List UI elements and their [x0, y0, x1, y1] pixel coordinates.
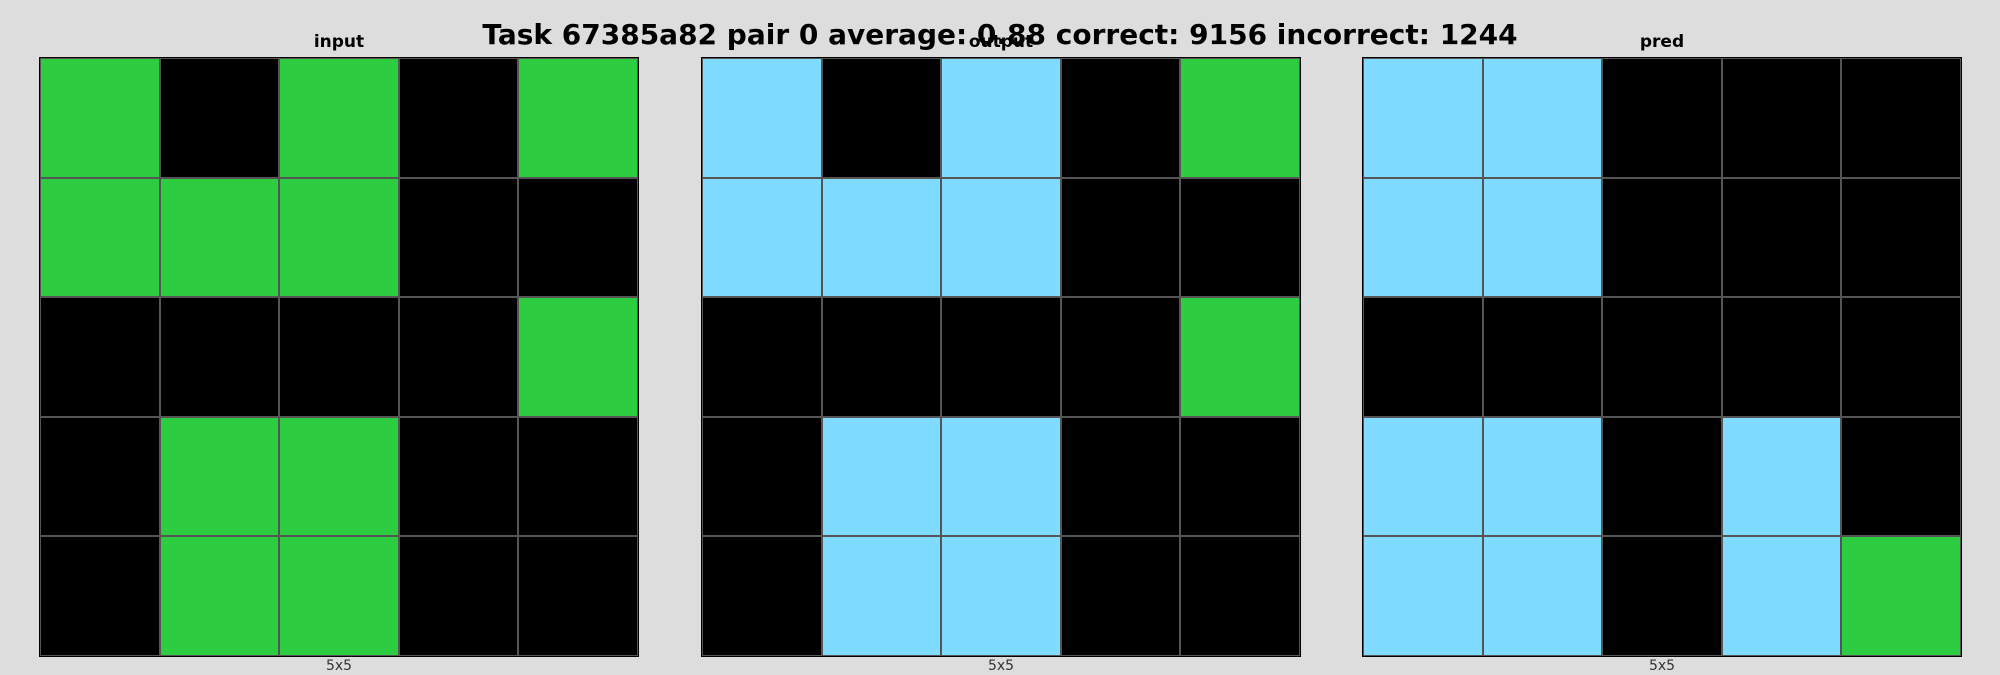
grid-cell-input-r1-c0: [40, 177, 160, 298]
grid-cell-output-r3-c0: [702, 416, 822, 537]
grid-size-label-pred: 5x5: [1648, 658, 1676, 674]
grid-cell-pred-r4-c0: [1363, 536, 1483, 656]
grid-cell-pred-r2-c4: [1841, 297, 1961, 417]
grid-cell-input-r2-c1: [159, 297, 280, 417]
page-title: Task 67385a82 pair 0 average: 0.88 corre…: [482, 18, 1518, 51]
grid-cell-output-r2-c2: [941, 297, 1061, 417]
grid-cell-pred-r2-c0: [1363, 297, 1483, 417]
grid-cell-pred-r1-c4: [1841, 177, 1961, 298]
grid-cell-pred-r3-c3: [1721, 416, 1842, 537]
grid-pred: [1362, 57, 1962, 657]
grid-cell-output-r1-c3: [1060, 177, 1181, 298]
grid-cell-pred-r0-c2: [1602, 58, 1722, 178]
grid-cell-input-r4-c1: [159, 536, 280, 656]
grid-cell-input-r4-c4: [518, 536, 638, 656]
grid-cell-pred-r3-c4: [1841, 416, 1961, 537]
grid-cell-output-r1-c2: [941, 177, 1061, 298]
grid-cell-input-r4-c2: [279, 536, 399, 656]
grid-cell-output-r2-c3: [1060, 297, 1181, 417]
grid-cell-input-r0-c4: [518, 58, 638, 178]
grid-cell-output-r2-c0: [702, 297, 822, 417]
grid-size-label-output: 5x5: [987, 658, 1015, 674]
grid-cell-output-r4-c4: [1180, 536, 1300, 656]
grid-cell-output-r0-c2: [941, 58, 1061, 178]
grid-cell-input-r3-c4: [518, 416, 638, 537]
panel-output: output 5x5: [701, 0, 1301, 674]
grid-cell-pred-r4-c4: [1841, 536, 1961, 656]
panel-title-input: input: [313, 32, 365, 52]
grid-cell-output-r4-c2: [941, 536, 1061, 656]
grid-input: [39, 57, 639, 657]
grid-cell-pred-r3-c0: [1363, 416, 1483, 537]
grid-cell-input-r0-c3: [398, 58, 519, 178]
grid-cell-output-r1-c0: [702, 177, 822, 298]
grid-cell-input-r2-c4: [518, 297, 638, 417]
grid-cell-input-r3-c0: [40, 416, 160, 537]
grid-cell-pred-r2-c3: [1721, 297, 1842, 417]
grid-cell-pred-r1-c0: [1363, 177, 1483, 298]
grid-cell-input-r0-c1: [159, 58, 280, 178]
panel-title-pred: pred: [1639, 32, 1685, 52]
grid-cell-input-r4-c3: [398, 536, 519, 656]
panel-pred: pred 5x5: [1362, 0, 1962, 674]
grid-cell-pred-r1-c3: [1721, 177, 1842, 298]
grid-cell-pred-r4-c3: [1721, 536, 1842, 656]
grid-cell-pred-r1-c1: [1482, 177, 1603, 298]
grid-cell-output-r2-c1: [821, 297, 942, 417]
panel-title-output: output: [968, 32, 1034, 52]
grid-cell-output-r3-c4: [1180, 416, 1300, 537]
grid-cell-output-r3-c2: [941, 416, 1061, 537]
grid-cell-pred-r2-c2: [1602, 297, 1722, 417]
grid-cell-output-r4-c3: [1060, 536, 1181, 656]
grid-cell-output-r0-c0: [702, 58, 822, 178]
grid-cell-input-r2-c3: [398, 297, 519, 417]
grid-size-label-input: 5x5: [325, 658, 353, 674]
grid-cell-output-r0-c1: [821, 58, 942, 178]
grid-cell-input-r1-c4: [518, 177, 638, 298]
grid-cell-pred-r1-c2: [1602, 177, 1722, 298]
grid-cell-output-r0-c4: [1180, 58, 1300, 178]
grid-cell-output-r0-c3: [1060, 58, 1181, 178]
grid-cell-pred-r0-c3: [1721, 58, 1842, 178]
grid-cell-input-r3-c2: [279, 416, 399, 537]
grid-cell-pred-r0-c4: [1841, 58, 1961, 178]
grid-cell-pred-r2-c1: [1482, 297, 1603, 417]
grid-cell-pred-r3-c2: [1602, 416, 1722, 537]
grid-cell-output-r3-c3: [1060, 416, 1181, 537]
grid-output: [701, 57, 1301, 657]
grid-cell-output-r1-c1: [821, 177, 942, 298]
grid-cell-input-r1-c3: [398, 177, 519, 298]
grid-cell-pred-r0-c1: [1482, 58, 1603, 178]
grid-cell-output-r4-c0: [702, 536, 822, 656]
grid-cell-pred-r0-c0: [1363, 58, 1483, 178]
grid-cell-output-r2-c4: [1180, 297, 1300, 417]
grid-cell-input-r3-c3: [398, 416, 519, 537]
grid-cell-pred-r4-c2: [1602, 536, 1722, 656]
grid-cell-input-r2-c0: [40, 297, 160, 417]
grid-cell-input-r4-c0: [40, 536, 160, 656]
grid-cell-output-r1-c4: [1180, 177, 1300, 298]
panel-input: input 5x5: [39, 0, 639, 674]
grid-cell-output-r3-c1: [821, 416, 942, 537]
grid-cell-pred-r4-c1: [1482, 536, 1603, 656]
grid-cell-output-r4-c1: [821, 536, 942, 656]
grid-cell-input-r2-c2: [279, 297, 399, 417]
grid-cell-input-r0-c2: [279, 58, 399, 178]
grid-cell-input-r1-c1: [159, 177, 280, 298]
grid-cell-pred-r3-c1: [1482, 416, 1603, 537]
grid-cell-input-r1-c2: [279, 177, 399, 298]
grid-cell-input-r0-c0: [40, 58, 160, 178]
grid-cell-input-r3-c1: [159, 416, 280, 537]
